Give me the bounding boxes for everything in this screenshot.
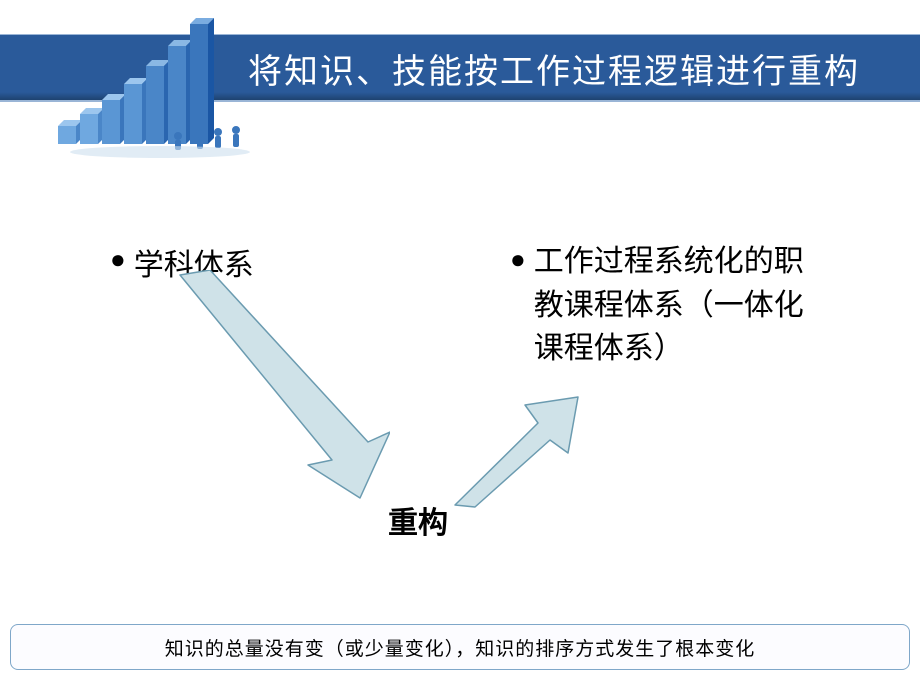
bar-chart-graphic: [40, 8, 260, 158]
arrow-left-to-center: [170, 270, 390, 505]
bullet-icon: ●: [510, 240, 526, 279]
arrow-center-to-right: [450, 395, 590, 510]
node-right-label: 工作过程系统化的职教课程体系（一体化课程体系）: [534, 240, 820, 371]
node-left-label: 学科体系: [134, 240, 254, 284]
footer-box: 知识的总量没有变（或少量变化），知识的排序方式发生了根本变化: [10, 624, 910, 670]
footer-text: 知识的总量没有变（或少量变化），知识的排序方式发生了根本变化: [165, 634, 756, 661]
bullet-icon: ●: [110, 240, 126, 279]
page-title: 将知识、技能按工作过程逻辑进行重构: [248, 44, 860, 93]
node-right: ● 工作过程系统化的职教课程体系（一体化课程体系）: [510, 240, 820, 371]
node-left: ● 学科体系: [110, 240, 254, 284]
node-center: 重构: [388, 498, 448, 542]
